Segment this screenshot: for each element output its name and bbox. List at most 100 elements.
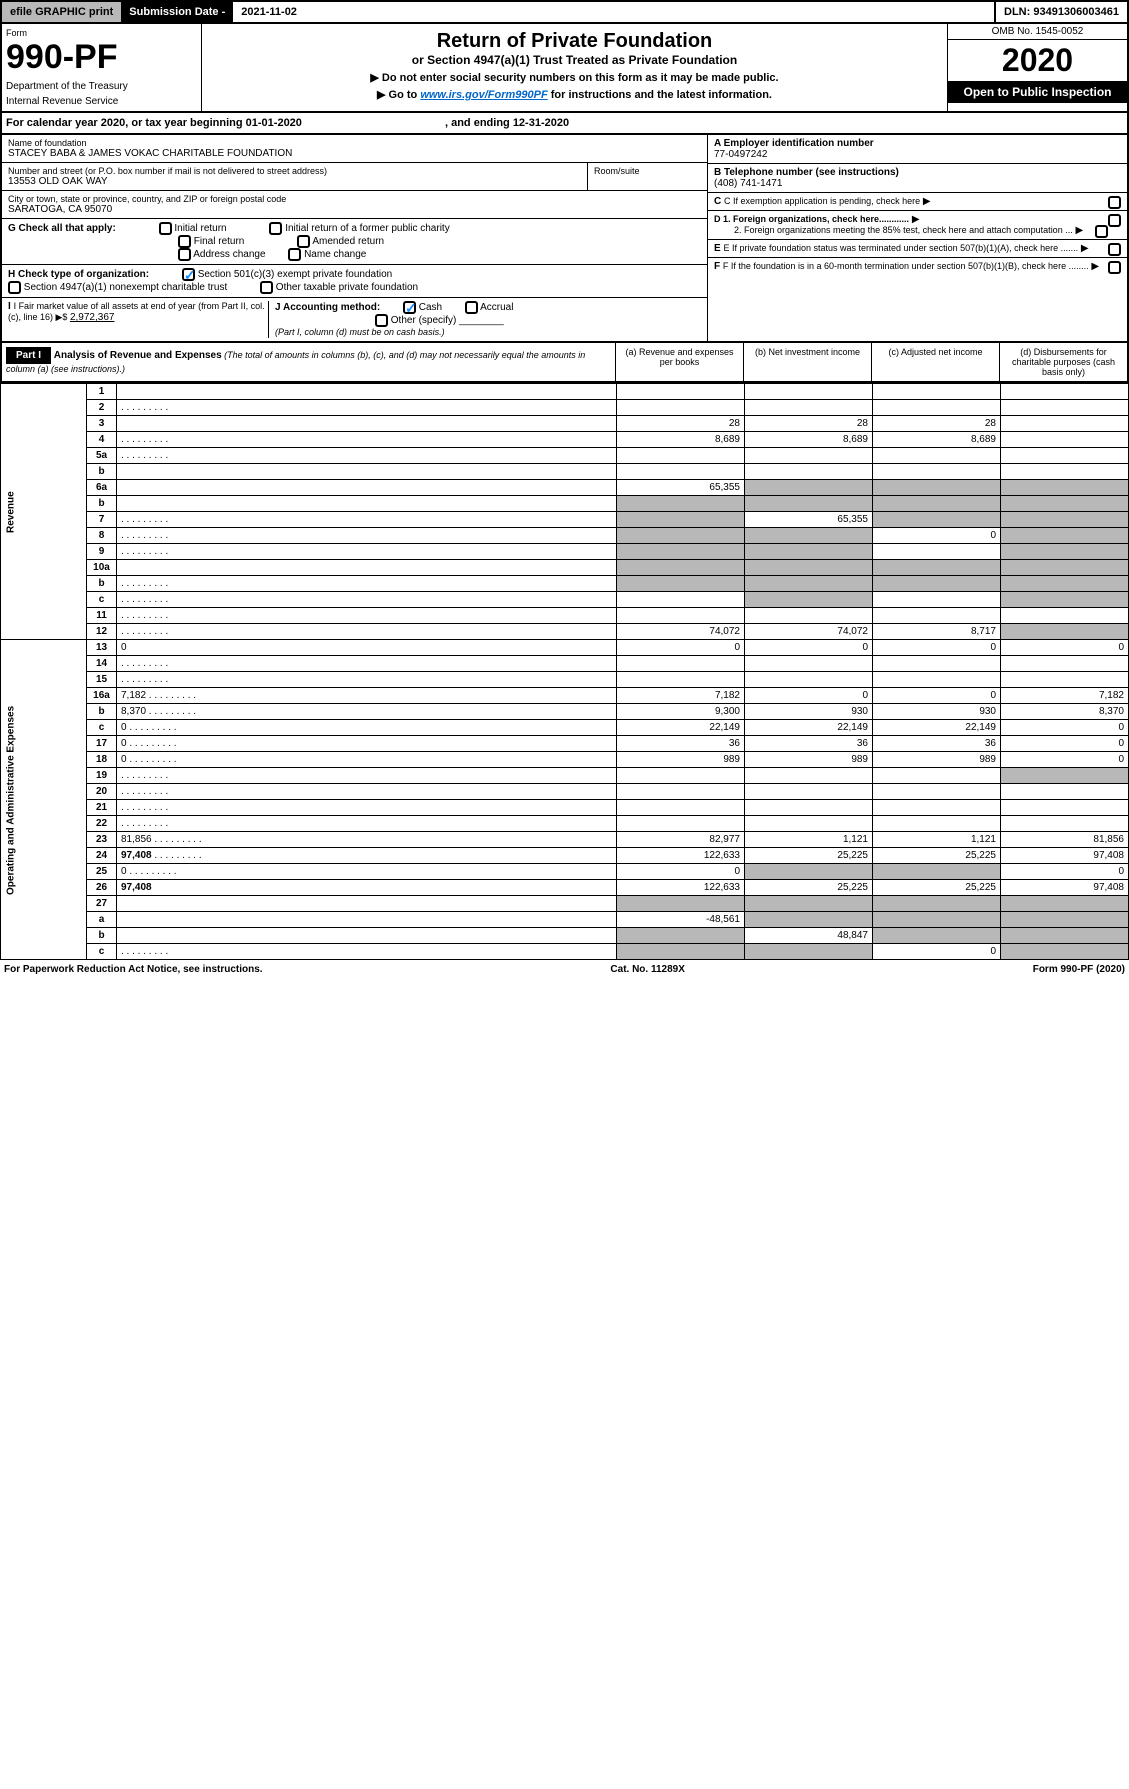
line-description xyxy=(117,912,617,928)
phone: (408) 741-1471 xyxy=(714,178,782,189)
4947-checkbox[interactable] xyxy=(8,281,21,294)
value-cell-d xyxy=(1001,656,1129,672)
footer-right: Form 990-PF (2020) xyxy=(1033,964,1125,975)
line-number: 24 xyxy=(87,848,117,864)
value-cell-a xyxy=(617,656,745,672)
line-number: b xyxy=(87,496,117,512)
value-cell-b: 48,847 xyxy=(745,928,873,944)
value-cell-b xyxy=(745,464,873,480)
table-row: 3282828 xyxy=(1,416,1129,432)
value-cell-b: 989 xyxy=(745,752,873,768)
value-cell-c: 25,225 xyxy=(873,848,1001,864)
col-b: (b) Net investment income xyxy=(743,343,871,381)
value-cell-a: 0 xyxy=(617,864,745,880)
phone-cell: B Telephone number (see instructions) (4… xyxy=(708,164,1127,193)
exemption-checkbox[interactable] xyxy=(1108,196,1121,209)
value-cell-a xyxy=(617,784,745,800)
value-cell-c xyxy=(873,400,1001,416)
calendar-year-row: For calendar year 2020, or tax year begi… xyxy=(0,113,1129,135)
value-cell-c xyxy=(873,864,1001,880)
info-left: Name of foundation STACEY BABA & JAMES V… xyxy=(2,135,707,341)
final-return-checkbox[interactable] xyxy=(178,235,191,248)
amended-checkbox[interactable] xyxy=(297,235,310,248)
section-d: D 1. Foreign organizations, check here..… xyxy=(708,211,1127,240)
top-bar: efile GRAPHIC print Submission Date - 20… xyxy=(0,0,1129,24)
value-cell-d xyxy=(1001,432,1129,448)
line-number: b xyxy=(87,928,117,944)
value-cell-b: 0 xyxy=(745,688,873,704)
foreign85-checkbox[interactable] xyxy=(1095,225,1108,238)
table-row: c022,14922,14922,1490 xyxy=(1,720,1129,736)
other-method-checkbox[interactable] xyxy=(375,314,388,327)
line-description xyxy=(117,592,617,608)
value-cell-c xyxy=(873,448,1001,464)
value-cell-d: 81,856 xyxy=(1001,832,1129,848)
value-cell-d xyxy=(1001,496,1129,512)
value-cell-b: 930 xyxy=(745,704,873,720)
value-cell-a xyxy=(617,560,745,576)
value-cell-c xyxy=(873,816,1001,832)
line-description: 8,370 xyxy=(117,704,617,720)
foundation-name-cell: Name of foundation STACEY BABA & JAMES V… xyxy=(2,135,707,163)
section-g: G Check all that apply: Initial return I… xyxy=(2,219,707,265)
line-description xyxy=(117,816,617,832)
value-cell-c: 25,225 xyxy=(873,880,1001,896)
value-cell-a: 0 xyxy=(617,640,745,656)
value-cell-a xyxy=(617,384,745,400)
address-change-checkbox[interactable] xyxy=(178,248,191,261)
line-number: 19 xyxy=(87,768,117,784)
initial-return-checkbox[interactable] xyxy=(159,222,172,235)
value-cell-b xyxy=(745,768,873,784)
foreign-checkbox[interactable] xyxy=(1108,214,1121,227)
line-description xyxy=(117,608,617,624)
accrual-checkbox[interactable] xyxy=(465,301,478,314)
value-cell-b xyxy=(745,896,873,912)
value-cell-a xyxy=(617,512,745,528)
line-description: 0 xyxy=(117,864,617,880)
side-label: Operating and Administrative Expenses xyxy=(1,640,87,960)
value-cell-a: 8,689 xyxy=(617,432,745,448)
table-row: c xyxy=(1,592,1129,608)
efile-label: efile GRAPHIC print xyxy=(2,2,121,22)
value-cell-c xyxy=(873,784,1001,800)
name-change-checkbox[interactable] xyxy=(288,248,301,261)
line-number: 7 xyxy=(87,512,117,528)
value-cell-b: 65,355 xyxy=(745,512,873,528)
cash-checkbox[interactable] xyxy=(403,301,416,314)
dept: Department of the Treasury xyxy=(6,81,197,92)
value-cell-b xyxy=(745,560,873,576)
value-cell-c: 0 xyxy=(873,688,1001,704)
open-public: Open to Public Inspection xyxy=(948,81,1127,103)
value-cell-a xyxy=(617,816,745,832)
header-left: Form 990-PF Department of the Treasury I… xyxy=(2,24,202,111)
value-cell-d xyxy=(1001,544,1129,560)
value-cell-c: 1,121 xyxy=(873,832,1001,848)
value-cell-a xyxy=(617,800,745,816)
value-cell-d xyxy=(1001,800,1129,816)
value-cell-a: 122,633 xyxy=(617,848,745,864)
section-e: E E If private foundation status was ter… xyxy=(708,240,1127,258)
other-taxable-checkbox[interactable] xyxy=(260,281,273,294)
value-cell-a: -48,561 xyxy=(617,912,745,928)
value-cell-b: 0 xyxy=(745,640,873,656)
table-row: 1703636360 xyxy=(1,736,1129,752)
table-row: 2381,85682,9771,1211,12181,856 xyxy=(1,832,1129,848)
line-description xyxy=(117,784,617,800)
value-cell-d xyxy=(1001,400,1129,416)
irs-link[interactable]: www.irs.gov/Form990PF xyxy=(420,89,547,101)
city-cell: City or town, state or province, country… xyxy=(2,191,707,219)
value-cell-c xyxy=(873,896,1001,912)
value-cell-b xyxy=(745,576,873,592)
instr-2: ▶ Go to www.irs.gov/Form990PF for instru… xyxy=(208,88,941,101)
value-cell-d: 0 xyxy=(1001,752,1129,768)
60month-checkbox[interactable] xyxy=(1108,261,1121,274)
value-cell-d xyxy=(1001,480,1129,496)
501c3-checkbox[interactable] xyxy=(182,268,195,281)
line-number: 3 xyxy=(87,416,117,432)
terminated-checkbox[interactable] xyxy=(1108,243,1121,256)
line-description xyxy=(117,800,617,816)
initial-former-checkbox[interactable] xyxy=(269,222,282,235)
value-cell-c xyxy=(873,464,1001,480)
submission-date: 2021-11-02 xyxy=(233,2,305,22)
value-cell-a: 36 xyxy=(617,736,745,752)
